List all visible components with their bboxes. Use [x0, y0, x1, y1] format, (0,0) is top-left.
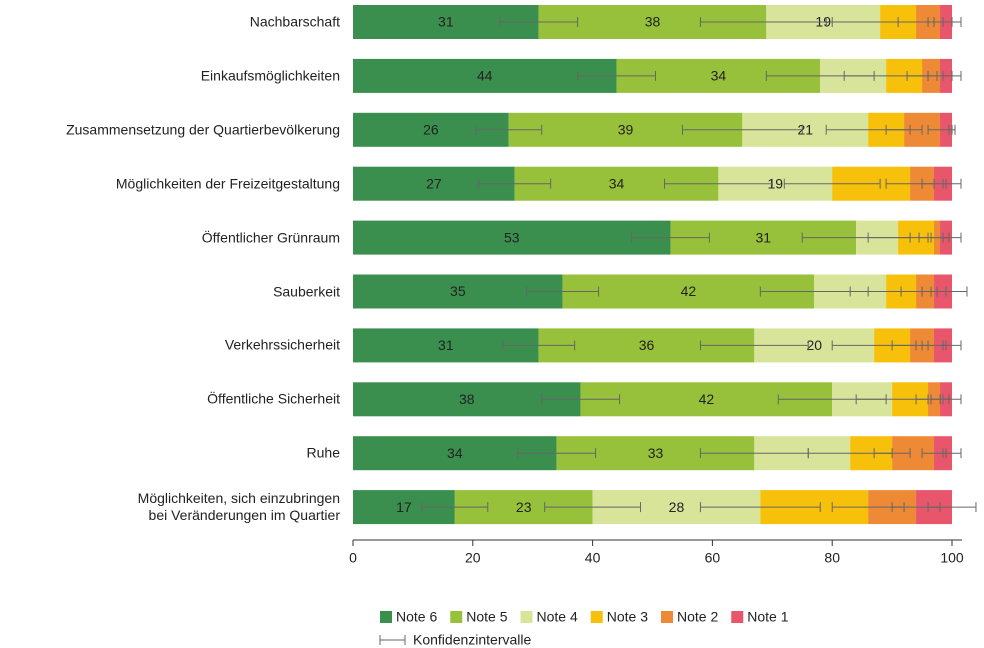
- error-bar: [942, 70, 962, 81]
- error-bar: [783, 178, 881, 189]
- error-bar: [544, 502, 642, 513]
- error-bar: [699, 340, 809, 351]
- category-label: Möglichkeiten, sich einzubringen bei Ver…: [137, 490, 340, 524]
- error-bar: [663, 178, 773, 189]
- data-label: 21: [797, 122, 813, 138]
- legend-label: Note 1: [747, 609, 788, 625]
- legend-swatch: [450, 611, 463, 623]
- legend-label: Note 4: [537, 609, 578, 625]
- category-label: Einkaufsmöglichkeiten: [200, 67, 340, 84]
- error-bar: [517, 448, 597, 459]
- error-bar: [631, 232, 710, 243]
- data-label: 33: [648, 445, 664, 461]
- data-label: 44: [477, 68, 493, 84]
- data-label: 39: [618, 122, 634, 138]
- data-label: 31: [438, 337, 454, 353]
- legend-swatch: [590, 611, 603, 623]
- data-label: 38: [645, 14, 661, 30]
- legend-label: Note 3: [607, 609, 648, 625]
- data-label: 34: [447, 445, 463, 461]
- data-label: 26: [423, 122, 439, 138]
- x-tick-label: 20: [465, 550, 481, 566]
- error-bar: [699, 502, 821, 513]
- error-bar: [478, 178, 552, 189]
- error-bar: [681, 124, 803, 135]
- error-bar: [873, 448, 911, 459]
- category-label: Öffentliche Sicherheit: [207, 390, 340, 407]
- data-label: 19: [768, 175, 784, 191]
- error-bar: [942, 394, 962, 405]
- error-bar: [885, 124, 923, 135]
- error-bar: [936, 286, 968, 297]
- data-label: 23: [516, 499, 532, 515]
- error-bar: [526, 286, 600, 297]
- data-label: 34: [609, 175, 625, 191]
- data-label: 38: [459, 391, 475, 407]
- data-label: 53: [504, 229, 520, 245]
- error-bar: [948, 124, 956, 135]
- bar-segment: [353, 220, 671, 255]
- legend-label: Konfidenzintervalle: [413, 632, 532, 648]
- legend-swatch: [661, 611, 673, 623]
- data-label: 34: [711, 68, 727, 84]
- data-label: 28: [669, 499, 685, 515]
- error-bar: [577, 70, 656, 81]
- category-label: Zusammensetzung der Quartierbevölkerung: [66, 121, 340, 138]
- error-bar: [942, 340, 962, 351]
- error-bar: [499, 17, 579, 27]
- legend-label: Note 5: [466, 609, 507, 625]
- data-label: 42: [699, 391, 715, 407]
- legend-swatch: [520, 611, 533, 623]
- legend-label: Note 6: [396, 609, 437, 625]
- category-label: Möglichkeiten der Freizeitgestaltung: [115, 175, 340, 192]
- data-label: 27: [426, 175, 442, 191]
- error-bar: [502, 340, 576, 351]
- category-label: Verkehrssicherheit: [224, 336, 340, 353]
- data-label: 20: [806, 337, 822, 353]
- error-bar: [942, 178, 962, 189]
- error-bar: [421, 502, 489, 513]
- category-label: Nachbarschaft: [249, 13, 340, 30]
- x-tick-label: 60: [705, 550, 721, 566]
- error-bar: [942, 448, 962, 459]
- legend-swatch: [731, 611, 744, 623]
- category-label: Ruhe: [306, 444, 340, 461]
- error-bar: [942, 232, 962, 243]
- data-label: 31: [756, 229, 772, 245]
- legend-label: Note 2: [677, 609, 718, 625]
- error-bar: [475, 124, 543, 135]
- data-label: 31: [438, 14, 454, 30]
- error-bar: [927, 502, 977, 513]
- x-tick-label: 80: [824, 550, 840, 566]
- data-label: 35: [450, 283, 466, 299]
- bar-segment: [353, 58, 617, 93]
- data-label: 42: [681, 283, 697, 299]
- data-label: 36: [639, 337, 655, 353]
- x-tick-label: 0: [349, 550, 357, 566]
- error-bar: [942, 17, 962, 27]
- data-label: 17: [396, 499, 412, 515]
- category-label: Sauberkeit: [273, 283, 340, 299]
- category-label: Öffentlicher Grünraum: [201, 229, 340, 246]
- error-bar: [541, 394, 621, 405]
- x-tick-label: 40: [585, 550, 601, 566]
- legend-swatch: [380, 611, 392, 623]
- x-tick-label: 100: [940, 550, 964, 566]
